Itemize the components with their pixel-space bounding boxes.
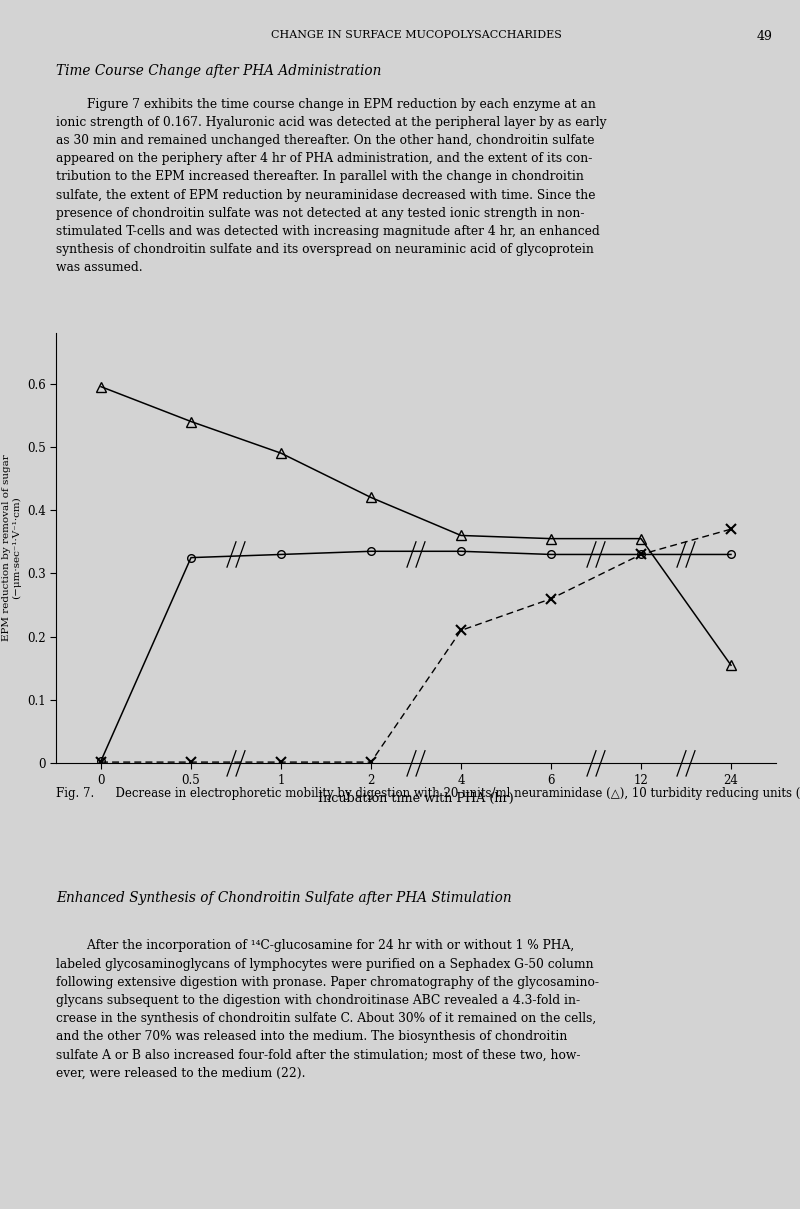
- Y-axis label: EPM reduction by removal of sugar
(−μm·sec⁻¹·V⁻¹·cm): EPM reduction by removal of sugar (−μm·s…: [2, 455, 22, 642]
- Text: 49: 49: [757, 30, 773, 44]
- Text: Figure 7 exhibits the time course change in EPM reduction by each enzyme at an
i: Figure 7 exhibits the time course change…: [56, 98, 606, 274]
- Text: Fig. 7.: Fig. 7.: [56, 787, 94, 800]
- X-axis label: Incubation time with PHA (hr): Incubation time with PHA (hr): [318, 792, 514, 805]
- Text: After the incorporation of ¹⁴C-glucosamine for 24 hr with or without 1 % PHA,
la: After the incorporation of ¹⁴C-glucosami…: [56, 939, 599, 1080]
- Text: Decrease in electrophoretic mobility by digestion with 20 units/ml neuraminidase: Decrease in electrophoretic mobility by …: [108, 787, 800, 800]
- Text: Time Course Change after PHA Administration: Time Course Change after PHA Administrat…: [56, 64, 382, 77]
- Text: CHANGE IN SURFACE MUCOPOLYSACCHARIDES: CHANGE IN SURFACE MUCOPOLYSACCHARIDES: [270, 30, 562, 40]
- Text: Enhanced Synthesis of Chondroitin Sulfate after PHA Stimulation: Enhanced Synthesis of Chondroitin Sulfat…: [56, 891, 512, 906]
